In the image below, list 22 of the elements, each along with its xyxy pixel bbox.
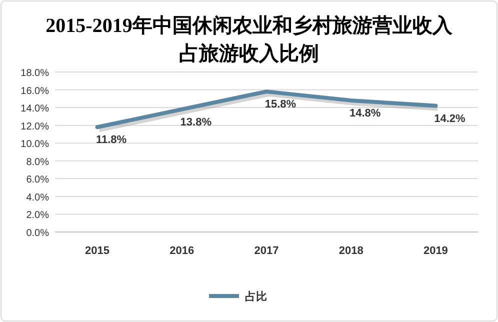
data-label: 11.8% bbox=[96, 134, 127, 146]
x-tick-label: 2018 bbox=[338, 245, 364, 257]
x-tick-label: 2015 bbox=[85, 245, 110, 257]
y-tick-label: 12.0% bbox=[20, 121, 50, 132]
y-tick-label: 0.0% bbox=[26, 228, 50, 239]
data-label: 14.2% bbox=[434, 112, 466, 125]
data-label: 14.8% bbox=[350, 107, 381, 120]
data-label: 13.8% bbox=[180, 116, 212, 128]
y-tick-label: 6.0% bbox=[26, 174, 50, 186]
x-tick-label: 2019 bbox=[423, 245, 448, 257]
y-tick-label: 2.0% bbox=[26, 210, 50, 222]
x-tick-label: 2016 bbox=[170, 245, 194, 257]
data-label: 15.8% bbox=[264, 98, 296, 111]
y-tick-label: 16.0% bbox=[20, 86, 50, 97]
y-tick-label: 18.0% bbox=[20, 68, 50, 79]
y-tick-label: 14.0% bbox=[20, 104, 50, 115]
y-tick-label: 10.0% bbox=[20, 139, 50, 150]
legend-label: 占比 bbox=[245, 290, 267, 303]
x-tick-label: 2017 bbox=[254, 245, 279, 257]
y-tick-label: 4.0% bbox=[26, 192, 50, 204]
chart-title: 2015-2019年中国休闲农业和乡村旅游营业收入占旅游收入比例 bbox=[46, 14, 454, 65]
y-tick-label: 8.0% bbox=[26, 156, 50, 168]
